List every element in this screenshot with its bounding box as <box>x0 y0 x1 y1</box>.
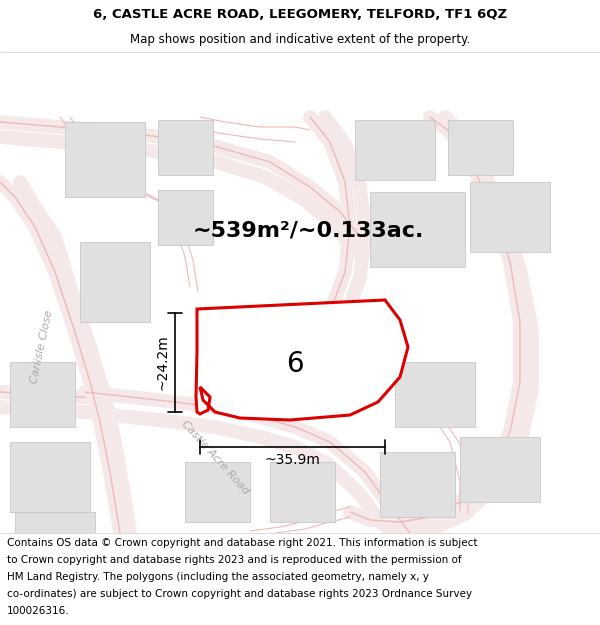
Bar <box>10 442 90 512</box>
Text: ~35.9m: ~35.9m <box>265 453 320 467</box>
Bar <box>65 122 145 197</box>
Text: ~24.2m: ~24.2m <box>156 334 170 391</box>
Bar <box>448 120 513 175</box>
Text: HM Land Registry. The polygons (including the associated geometry, namely x, y: HM Land Registry. The polygons (includin… <box>7 572 429 582</box>
Bar <box>270 462 335 522</box>
Text: Contains OS data © Crown copyright and database right 2021. This information is : Contains OS data © Crown copyright and d… <box>7 538 478 548</box>
Bar <box>380 452 455 517</box>
Text: Map shows position and indicative extent of the property.: Map shows position and indicative extent… <box>130 32 470 46</box>
Bar <box>158 190 213 245</box>
Bar <box>185 462 250 522</box>
Text: co-ordinates) are subject to Crown copyright and database rights 2023 Ordnance S: co-ordinates) are subject to Crown copyr… <box>7 589 472 599</box>
Bar <box>460 437 540 502</box>
Text: 100026316.: 100026316. <box>7 606 70 616</box>
Text: 6: 6 <box>286 350 304 378</box>
Bar <box>15 512 95 572</box>
Polygon shape <box>196 300 408 420</box>
Bar <box>80 242 150 322</box>
Text: to Crown copyright and database rights 2023 and is reproduced with the permissio: to Crown copyright and database rights 2… <box>7 554 462 564</box>
Bar <box>395 362 475 427</box>
Bar <box>10 362 75 427</box>
Bar <box>470 182 550 252</box>
Text: 6, CASTLE ACRE ROAD, LEEGOMERY, TELFORD, TF1 6QZ: 6, CASTLE ACRE ROAD, LEEGOMERY, TELFORD,… <box>93 8 507 21</box>
Bar <box>158 120 213 175</box>
Bar <box>355 120 435 180</box>
Bar <box>370 192 465 267</box>
Text: Castle Acre Road: Castle Acre Road <box>179 418 251 496</box>
Text: ~539m²/~0.133ac.: ~539m²/~0.133ac. <box>193 220 424 240</box>
Text: Carlisle Close: Carlisle Close <box>29 309 55 385</box>
